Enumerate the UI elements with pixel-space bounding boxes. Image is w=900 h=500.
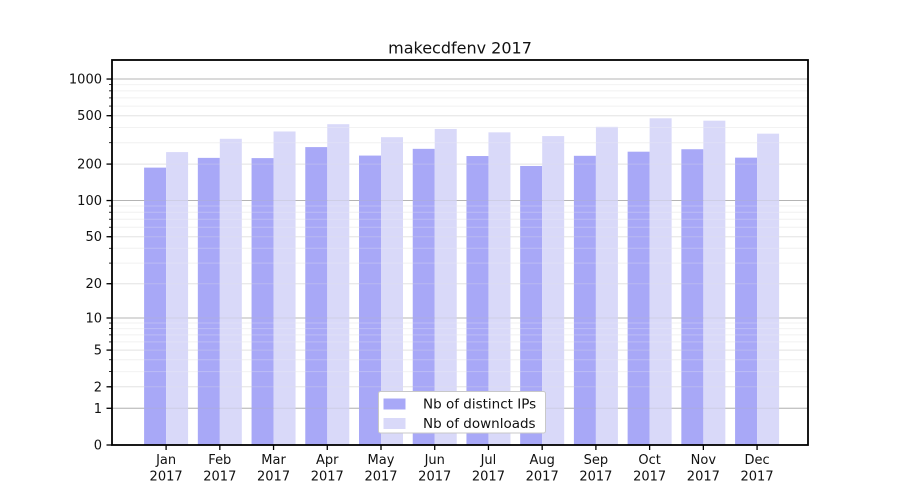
bar-downloads-aug-2017 [542,136,565,445]
bar-ips-may-2017 [359,155,381,445]
bar-ips-jan-2017 [144,167,167,445]
bar-ips-apr-2017 [305,147,328,445]
bar-ips-jul-2017 [466,156,489,445]
legend-swatch-downloads-icon [383,418,406,429]
bar-ips-nov-2017 [681,149,704,446]
bar-downloads-apr-2017 [327,124,350,446]
bar-ips-aug-2017 [520,165,543,445]
x-tick-label-feb-2017: Feb 2017 [203,453,236,485]
bar-downloads-feb-2017 [219,138,242,446]
x-tick-label-aug-2017: Aug 2017 [526,453,559,485]
bar-ips-jun-2017 [412,148,435,445]
bar-ips-dec-2017 [735,157,758,445]
x-tick-label-dec-2017: Dec 2017 [741,453,774,485]
legend-label-downloads: Nb of downloads [423,416,536,432]
bar-ips-sep-2017 [573,155,596,446]
y-tick-label-0: 0 [94,439,102,454]
bar-downloads-jan-2017 [166,152,189,445]
bars [144,118,780,446]
legend-box [378,391,546,434]
x-tick-label-sep-2017: Sep 2017 [579,453,612,485]
x-tick-label-apr-2017: Apr 2017 [311,453,344,485]
x-axis: Jan 2017 Feb 2017 Mar 2017 Apr 2017 May 2017 Jun 20… [150,445,774,485]
y-axis: 0 1 2 5 10 20 50 100 200 500 1000 [69,73,112,454]
y-tick-label-1: 1 [94,402,102,417]
x-tick-label-may-2017: May 2017 [364,453,397,485]
y-tick-label-100: 100 [77,194,102,209]
y-tick-label-200: 200 [77,158,102,173]
legend-label-distinct-ips: Nb of distinct IPs [423,397,536,413]
gridlines-overlay [112,78,808,409]
y-tick-label-2: 2 [94,380,102,395]
bar-downloads-sep-2017 [595,126,618,445]
y-tick-label-20: 20 [85,277,102,292]
y-tick-label-10: 10 [85,311,102,326]
bar-downloads-dec-2017 [757,133,780,445]
bar-downloads-mar-2017 [273,131,296,445]
x-tick-label-oct-2017: Oct 2017 [633,453,666,485]
legend-swatch-distinct-ips-icon [383,398,406,410]
bar-ips-mar-2017 [251,158,274,446]
bar-downloads-may-2017 [381,137,403,445]
y-tick-label-1000: 1000 [69,73,102,88]
x-tick-label-jul-2017: Jul 2017 [472,453,505,485]
x-tick-label-jun-2017: Jun 2017 [418,453,451,485]
y-tick-label-50: 50 [85,230,102,245]
bar-downloads-nov-2017 [703,120,726,445]
x-tick-label-nov-2017: Nov 2017 [687,453,720,485]
bar-ips-oct-2017 [627,151,650,445]
bar-ips-feb-2017 [197,157,220,445]
bar-downloads-jun-2017 [434,128,457,445]
legend: Nb of distinct IPs Nb of downloads [378,391,546,434]
y-tick-label-500: 500 [77,109,102,124]
x-tick-label-mar-2017: Mar 2017 [257,453,290,485]
bar-downloads-jul-2017 [488,132,511,445]
bar-downloads-oct-2017 [649,118,672,446]
chart-title: makecdfenv 2017 [388,39,532,58]
x-tick-label-jan-2017: Jan 2017 [150,453,183,485]
plot-layers: 0 1 2 5 10 20 50 100 200 500 1000 Jan 2017 Feb 2017 Mar… [69,59,809,485]
plot-area [111,59,809,446]
y-tick-label-5: 5 [94,344,102,359]
